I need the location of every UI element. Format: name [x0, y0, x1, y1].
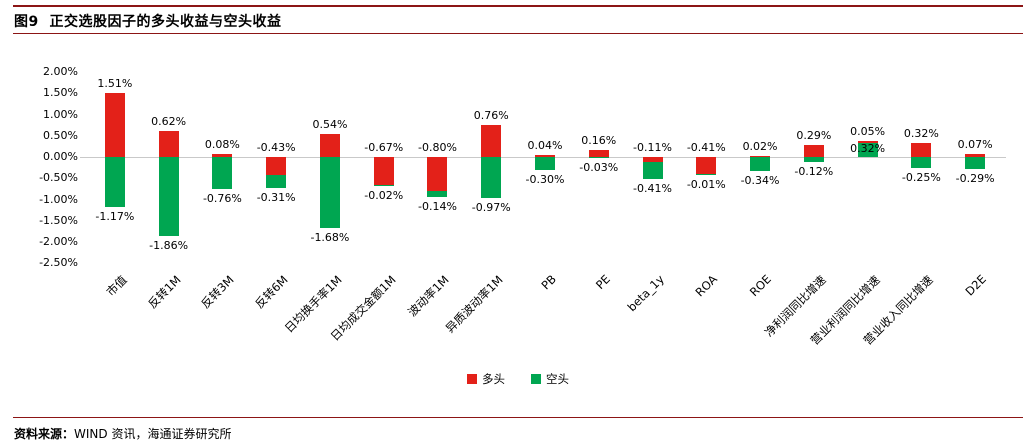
value-label-short: -0.25%: [901, 170, 941, 184]
value-label-short: -1.86%: [149, 239, 189, 253]
value-label-long: -0.41%: [686, 141, 726, 154]
bar-long-segment: [319, 134, 340, 157]
bar-short-segment: [696, 174, 717, 176]
legend-item: 空头: [531, 371, 569, 387]
bar-long-segment: [911, 143, 932, 157]
bar-long-segment: [750, 156, 771, 158]
source-divider: [13, 417, 1023, 418]
bar-long-segment: [373, 157, 394, 186]
legend-label: 空头: [546, 372, 569, 386]
value-label-long: -0.43%: [256, 141, 296, 154]
value-label-long: -0.11%: [633, 141, 672, 154]
bar-long-segment: [104, 92, 125, 157]
y-axis-tick-label: -1.50%: [39, 213, 78, 227]
y-axis-tick-label: 0.50%: [43, 128, 78, 142]
y-axis-tick-label: -0.50%: [39, 171, 78, 185]
bar-short-segment: [373, 185, 394, 187]
value-label-short: -0.01%: [686, 177, 726, 191]
y-axis-tick-label: 0.00%: [43, 150, 78, 163]
value-label-short: -0.02%: [364, 189, 404, 203]
bar-long-segment: [696, 157, 717, 175]
value-label-short: -0.41%: [633, 182, 672, 196]
bar-short-segment: [266, 175, 287, 189]
bar-short-segment: [427, 191, 448, 197]
bar-short-segment: [535, 157, 555, 170]
y-axis-tick-label: -1.00%: [39, 192, 78, 206]
value-label-short: -0.31%: [256, 191, 296, 205]
bar-short-segment: [857, 143, 878, 157]
value-label-long: 0.62%: [151, 114, 187, 128]
value-label-short: -0.97%: [471, 201, 511, 215]
value-label-long: 0.02%: [742, 140, 778, 154]
legend-item: 多头: [467, 371, 505, 387]
chart-legend: 多头 空头: [0, 371, 1036, 387]
value-label-long: 0.08%: [204, 137, 240, 151]
value-label-long: 0.05%: [850, 125, 886, 139]
bar-long-segment: [158, 130, 179, 157]
bar-long-segment: [588, 150, 609, 157]
legend-label: 多头: [482, 372, 505, 386]
bar-short-segment: [965, 157, 986, 170]
legend-swatch: [531, 374, 541, 384]
source-label: 资料来源：: [14, 427, 75, 441]
value-label-long: 0.32%: [903, 127, 939, 141]
value-label-long: -0.80%: [418, 141, 457, 154]
bar-long-segment: [803, 144, 824, 157]
title-divider: [13, 33, 1023, 34]
bar-long-segment: [642, 157, 663, 162]
bar-short-segment: [588, 157, 609, 159]
value-label-short: -1.17%: [95, 209, 135, 223]
value-label-short: -0.14%: [418, 199, 457, 213]
bar-short-segment: [911, 157, 932, 168]
legend-swatch: [467, 374, 477, 384]
y-axis-tick-label: 1.00%: [43, 107, 78, 121]
source-note: 资料来源：WIND 资讯，海通证券研究所: [14, 425, 231, 442]
bar-short-segment: [212, 157, 233, 190]
bar-long-segment: [857, 141, 878, 144]
y-axis-tick-label: -2.50%: [39, 256, 78, 270]
value-label-short: -0.76%: [202, 192, 242, 206]
value-label-short: -0.03%: [579, 161, 619, 175]
top-divider: [13, 5, 1023, 7]
bar-long-segment: [427, 157, 448, 191]
value-label-long: 0.16%: [581, 134, 617, 148]
value-label-long: 0.54%: [312, 118, 348, 132]
bar-short-segment: [642, 161, 663, 180]
bar-long-segment: [481, 124, 502, 157]
bar-short-segment: [158, 157, 179, 237]
bar-short-segment: [104, 157, 125, 207]
bar-long-segment: [266, 157, 287, 176]
y-axis-tick-label: -2.00%: [39, 235, 78, 248]
value-label-long: 0.07%: [957, 138, 993, 152]
value-label-short: -1.68%: [310, 231, 350, 245]
source-text: WIND 资讯，海通证券研究所: [74, 427, 232, 441]
value-label-long: 0.04%: [527, 139, 563, 153]
value-label-long: -0.67%: [364, 141, 404, 154]
value-label-short: -0.30%: [525, 172, 565, 186]
bar-long-segment: [965, 154, 986, 157]
y-axis-tick-label: 1.50%: [43, 86, 78, 100]
figure-title: 图9 正交选股因子的多头收益与空头收益: [14, 14, 282, 30]
value-label-short: 0.32%: [850, 142, 886, 156]
value-label-short: -0.29%: [955, 172, 995, 186]
bar-short-segment: [750, 157, 771, 172]
bar-short-segment: [319, 157, 340, 229]
value-label-short: -0.12%: [794, 165, 834, 179]
value-label-long: 0.29%: [796, 128, 832, 142]
bar-long-segment: [535, 155, 555, 157]
bar-long-segment: [212, 153, 233, 157]
bar-short-segment: [481, 157, 502, 199]
bar-short-segment: [803, 157, 824, 163]
value-label-long: 0.76%: [473, 108, 509, 122]
y-axis-tick-label: 2.00%: [43, 65, 78, 78]
value-label-long: 1.51%: [97, 76, 133, 90]
value-label-short: -0.34%: [740, 174, 780, 188]
